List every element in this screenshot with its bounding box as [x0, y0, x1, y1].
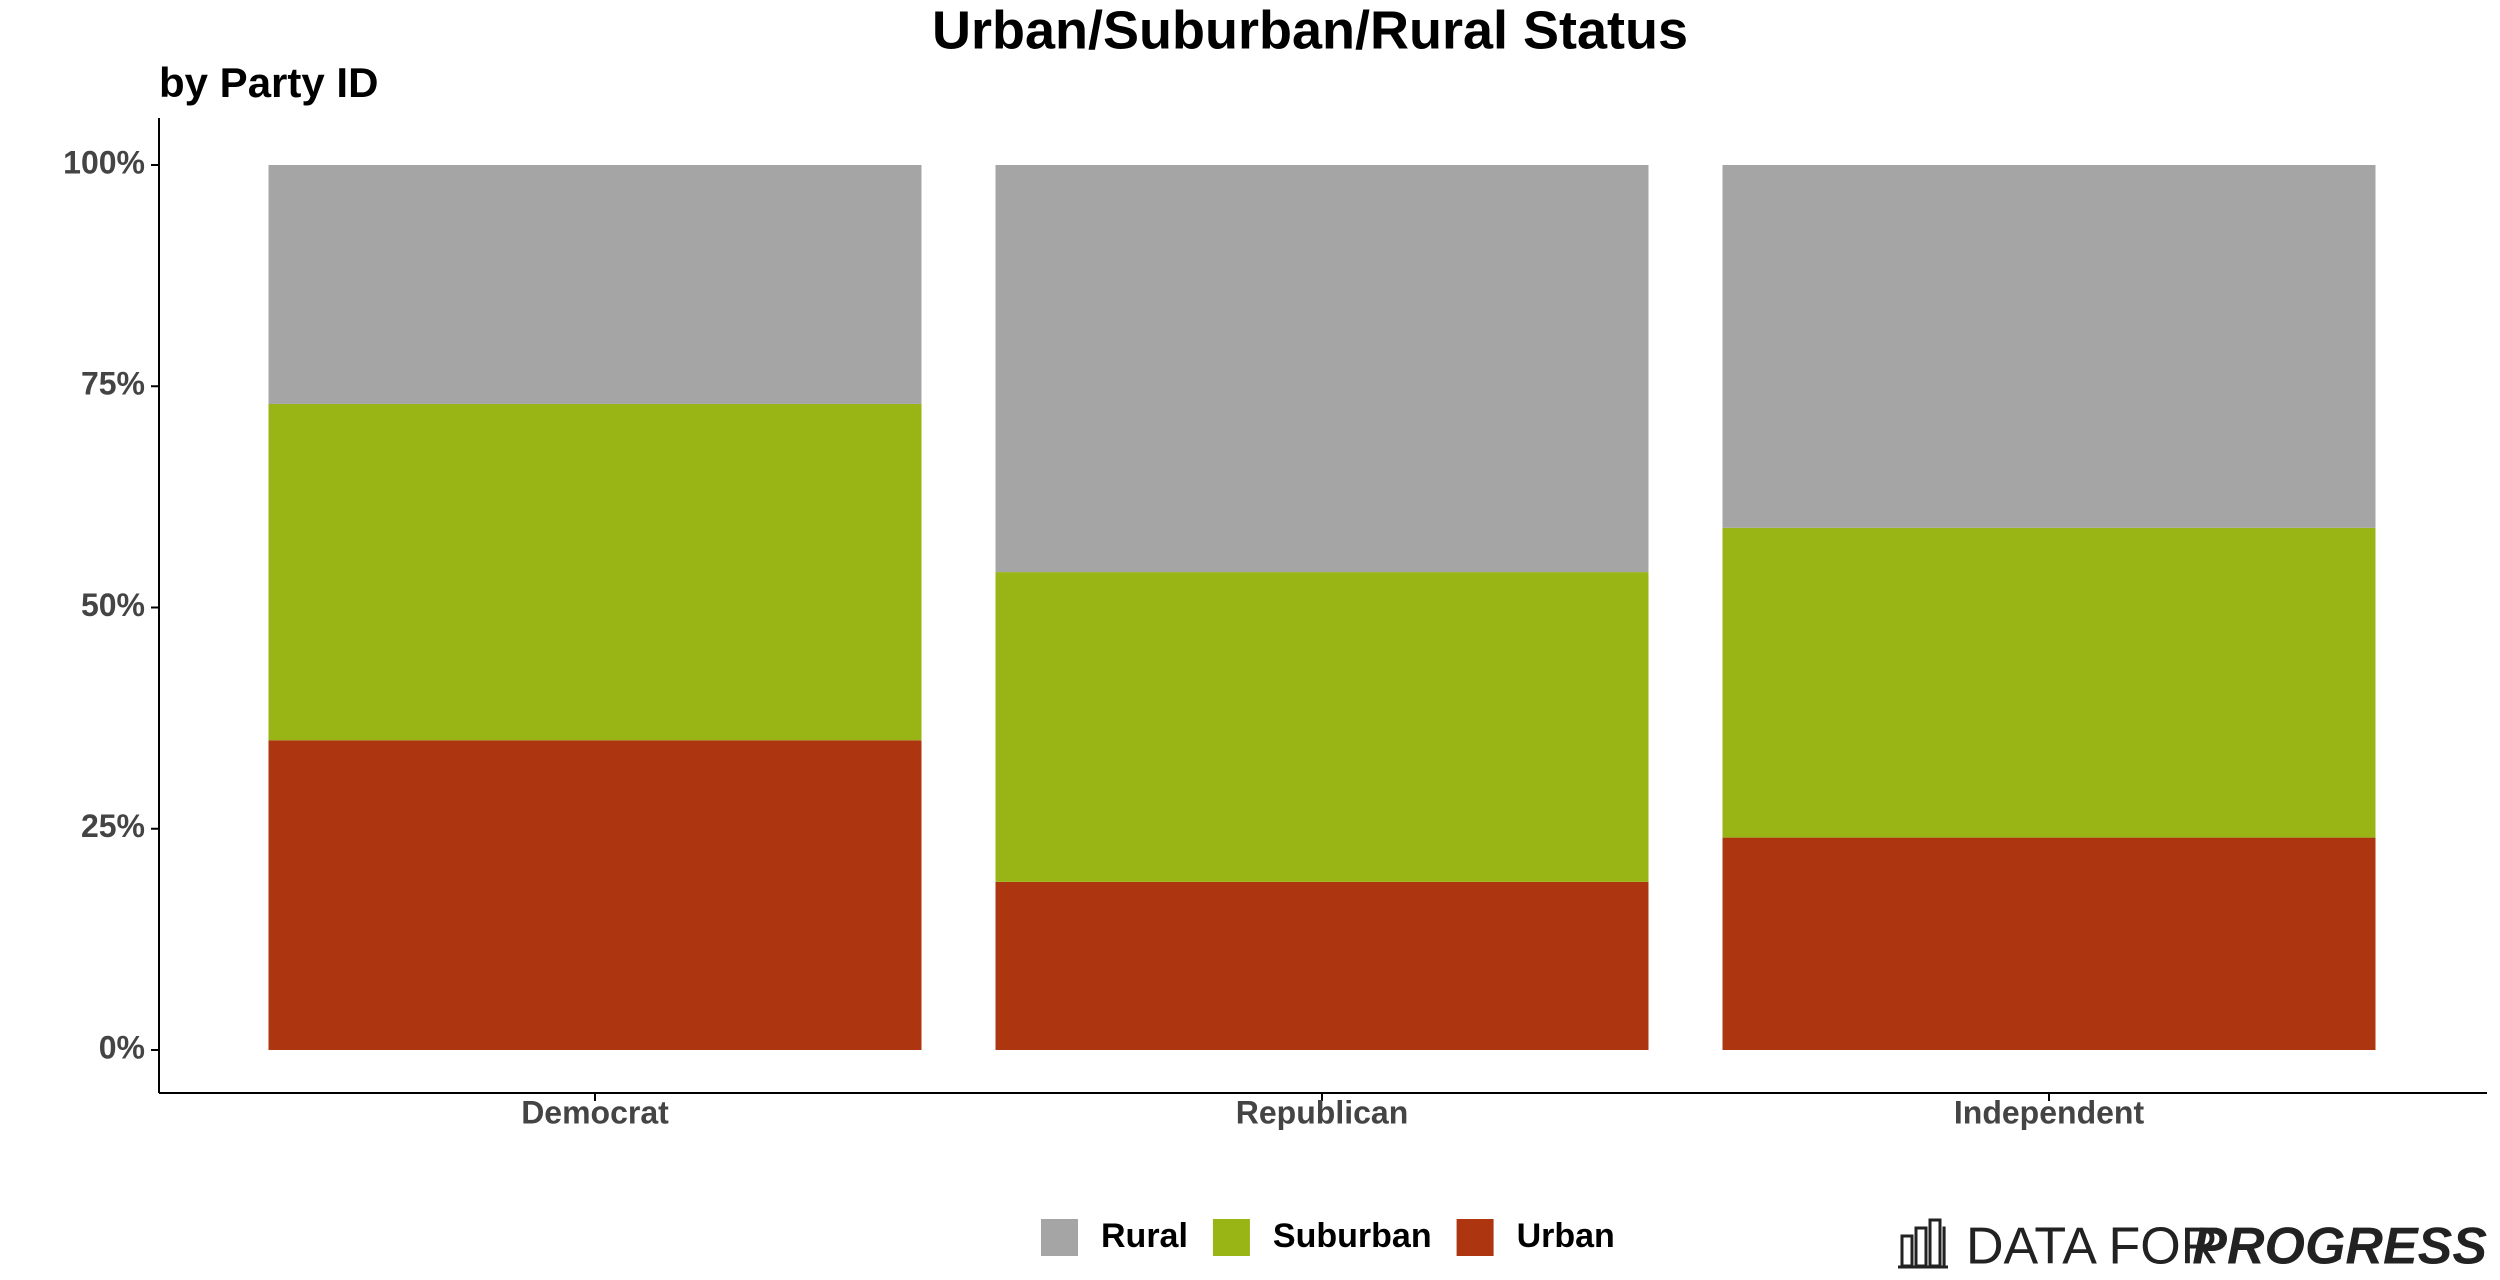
x-tick-label: Independent	[1954, 1094, 2145, 1130]
bar-segment	[268, 740, 922, 1050]
bar-segment	[268, 165, 922, 404]
bar-segment	[995, 165, 1649, 573]
x-tick-label: Democrat	[521, 1094, 669, 1130]
logo	[1898, 1218, 1948, 1269]
bar-segment	[1722, 837, 2376, 1050]
bar-segment	[995, 881, 1649, 1050]
y-tick-label: 25%	[81, 808, 145, 844]
y-tick-label: 75%	[81, 366, 145, 402]
logo-text-bold: PROGRESS	[2192, 1218, 2487, 1276]
bar-segment	[1722, 165, 2376, 528]
y-tick-label: 50%	[81, 587, 145, 623]
logo-text: DATA FOR	[1966, 1218, 2218, 1276]
bar-segment	[268, 403, 922, 741]
y-tick-label: 0%	[99, 1029, 145, 1065]
legend-swatch	[1456, 1219, 1494, 1256]
bar-segment	[995, 572, 1649, 882]
legend-label: Suburban	[1273, 1217, 1432, 1255]
y-tick-label: 100%	[63, 144, 145, 180]
chart-subtitle: by Party ID	[159, 59, 378, 106]
x-tick-label: Republican	[1236, 1094, 1408, 1130]
legend-label: Urban	[1517, 1217, 1615, 1255]
legend-swatch	[1041, 1219, 1078, 1256]
bar-segment	[1722, 527, 2376, 838]
legend-swatch	[1212, 1219, 1250, 1256]
legend-label: Rural	[1101, 1217, 1188, 1255]
chart-title: Urban/Suburban/Rural Status	[932, 0, 1688, 60]
